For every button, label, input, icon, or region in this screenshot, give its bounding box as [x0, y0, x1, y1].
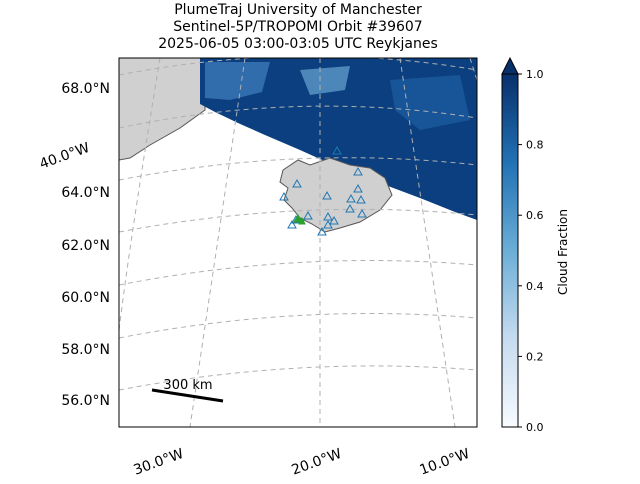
map-area [119, 58, 477, 427]
title-line: Sentinel-5P/TROPOMI Orbit #39607 [173, 19, 422, 35]
cloud-patch [390, 75, 470, 130]
colorbar-tick-label: 0.0 [526, 421, 544, 434]
lon-label: 10.0°W [417, 446, 471, 479]
colorbar [501, 56, 519, 428]
lon-label: 30.0°W [131, 446, 185, 479]
volcano-markers [279, 145, 367, 236]
lat-label: 60.0°N [61, 290, 110, 306]
lon-label: 40.0°W [37, 140, 91, 173]
lat-label: 62.0°N [61, 238, 110, 254]
scale-bar [151, 388, 224, 403]
colorbar-tick-label: 0.2 [526, 350, 544, 363]
colorbar-extend [501, 56, 519, 75]
scale-bar-label: 300 km [163, 378, 212, 393]
colorbar-tick-label: 1.0 [526, 68, 544, 81]
cloud-patch [300, 66, 350, 95]
lon-label: 20.0°W [289, 446, 343, 479]
colorbar-tick-label: 0.8 [526, 139, 544, 152]
colorbar-label: Cloud Fraction [556, 209, 570, 295]
lat-label: 64.0°N [61, 185, 110, 201]
lat-label: 58.0°N [61, 342, 110, 358]
lat-label: 56.0°N [61, 393, 110, 409]
title-line: PlumeTraj University of Manchester [174, 2, 422, 18]
colorbar-tick-label: 0.4 [526, 280, 544, 293]
lat-label: 68.0°N [61, 81, 110, 97]
title-line: 2025-06-05 03:00-03:05 UTC Reykjanes [158, 36, 438, 52]
colorbar-tick-label: 0.6 [526, 209, 544, 222]
cloud-patch [205, 62, 270, 100]
map-frame [118, 57, 478, 428]
